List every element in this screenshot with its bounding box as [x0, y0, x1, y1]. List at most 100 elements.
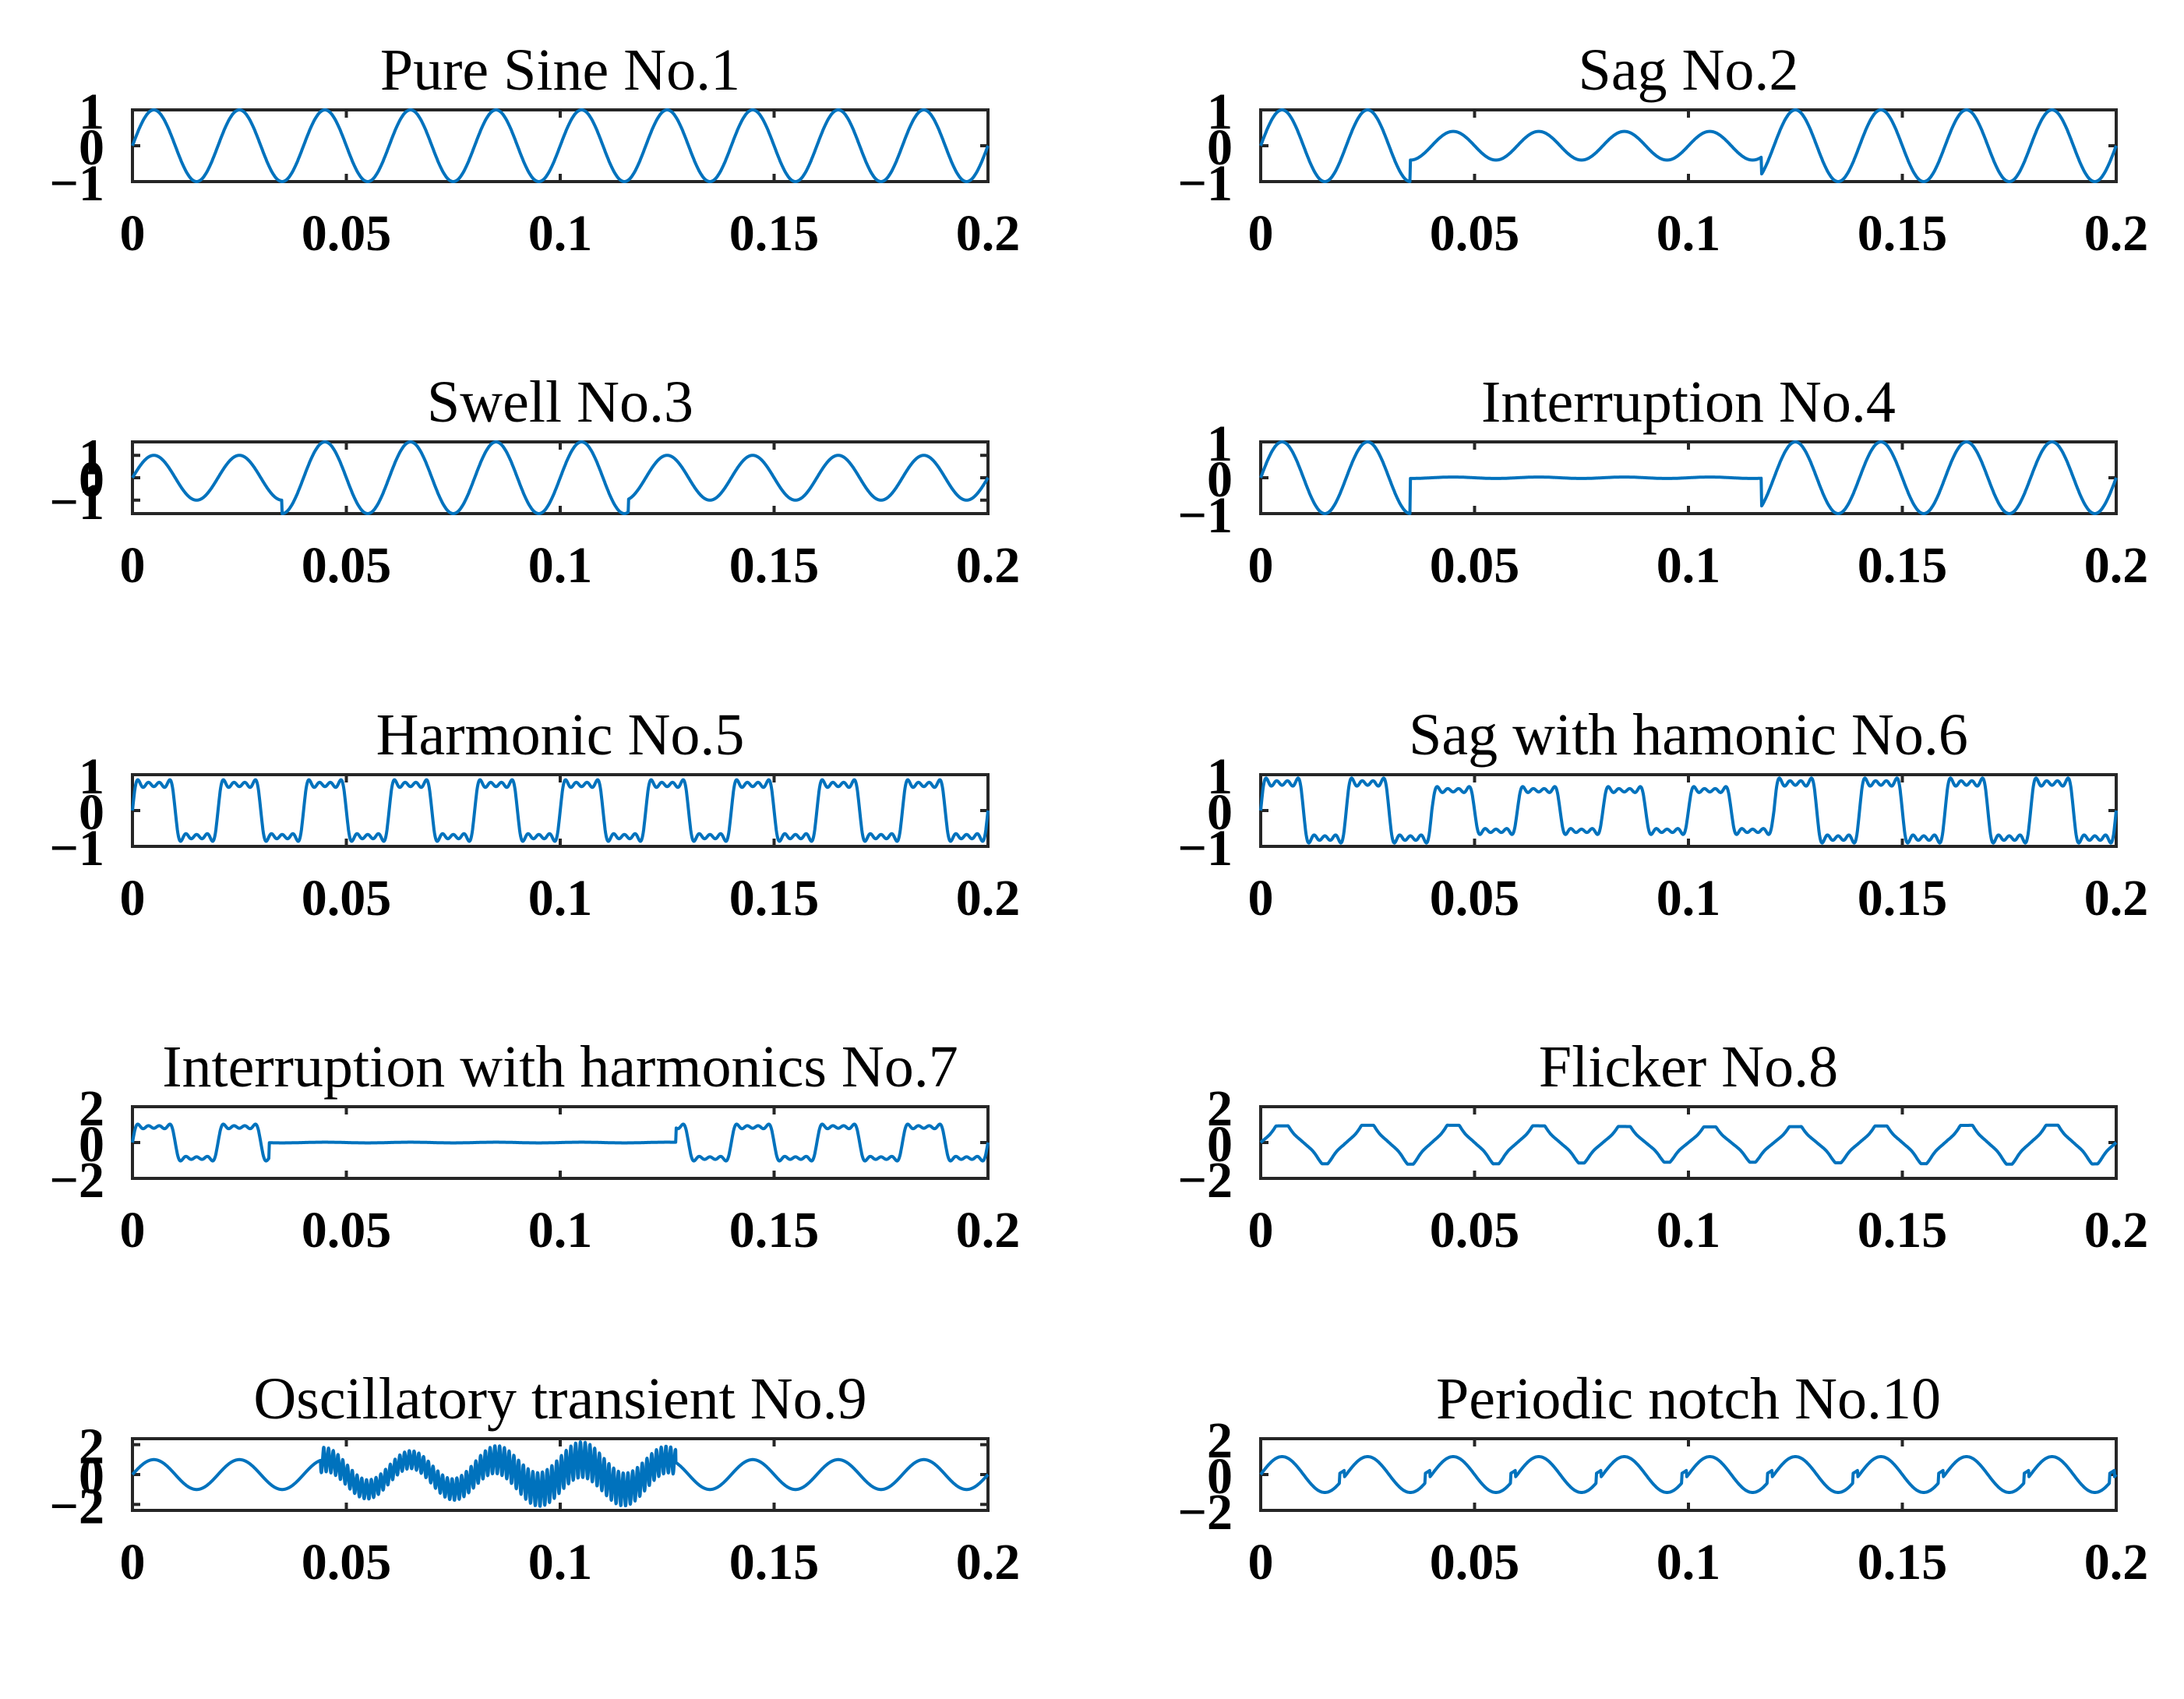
x-tick-label: 0.1 — [528, 870, 593, 927]
x-tick-label: 0.1 — [528, 1534, 593, 1591]
x-tick-label: 0.2 — [2084, 870, 2149, 927]
y-tick-label: 0 — [79, 1448, 104, 1505]
x-tick-label: 0.2 — [956, 870, 1021, 927]
series-line — [131, 108, 990, 183]
subplot-title: Periodic notch No.10 — [1436, 1366, 1941, 1432]
x-tick-label: 0.2 — [2084, 1202, 2149, 1259]
y-tick-label: −2 — [1177, 1484, 1233, 1541]
y-tick-label: 2 — [1207, 1080, 1233, 1137]
y-tick-label: 0 — [79, 451, 104, 508]
x-tick-label: 0.15 — [729, 1534, 820, 1591]
x-tick-label: 0.1 — [1657, 870, 1721, 927]
x-tick-label: 0 — [120, 1534, 146, 1591]
y-tick-label: 1 — [1207, 748, 1233, 805]
series-line — [131, 1440, 990, 1508]
x-tick-label: 0.15 — [729, 870, 820, 927]
y-tick-label: 1 — [1207, 83, 1233, 140]
subplot-3: Swell No.30 0.05 0.1 0.15 0.210−1 — [49, 369, 1020, 594]
series-line — [1259, 1123, 2118, 1166]
x-tick-label: 0.2 — [956, 205, 1021, 262]
y-tick-label: 2 — [79, 1080, 104, 1137]
subplot-title: Oscillatory transient No.9 — [253, 1366, 866, 1432]
x-tick-label: 0.15 — [729, 537, 820, 594]
x-tick-label: 0.05 — [302, 537, 392, 594]
x-tick-label: 0 — [1248, 1534, 1274, 1591]
subplot-4: Interruption No.40 0.05 0.1 0.15 0.210−1 — [1177, 369, 2148, 594]
x-tick-label: 0 — [1248, 1202, 1274, 1259]
y-tick-label: 0 — [1207, 1448, 1233, 1505]
x-tick-label: 0.1 — [1657, 205, 1721, 262]
x-tick-label: 0.1 — [528, 1202, 593, 1259]
x-tick-label: 0.15 — [1858, 537, 1948, 594]
y-tick-label: −1 — [49, 155, 104, 212]
subplot-title: Flicker No.8 — [1539, 1034, 1838, 1100]
x-tick-label: 0.05 — [1430, 205, 1520, 262]
x-tick-label: 0.1 — [528, 205, 593, 262]
series-line — [1259, 108, 2118, 183]
x-tick-label: 0.2 — [956, 1534, 1021, 1591]
subplot-7: Interruption with harmonics No.7 0 0.05 0.1… — [49, 1034, 1020, 1259]
x-tick-label: 0.1 — [1657, 1202, 1721, 1259]
series-line — [131, 778, 990, 843]
x-tick-label: 0.1 — [1657, 537, 1721, 594]
x-tick-label: 0.2 — [2084, 205, 2149, 262]
y-tick-label: 0 — [1207, 451, 1233, 508]
subplot-title: Interruption with harmonics No.7 — [162, 1034, 958, 1100]
x-tick-label: 0 — [1248, 537, 1274, 594]
subplot-6: Sag with hamonic No.60 0.05 0.1 0.15 0.210−1 — [1177, 702, 2148, 927]
x-tick-label: 0 — [120, 1202, 146, 1259]
x-tick-label: 0.05 — [1430, 1202, 1520, 1259]
subplot-title: Sag No.2 — [1579, 37, 1799, 103]
x-tick-label: 0 — [1248, 870, 1274, 927]
x-tick-label: 0.1 — [528, 537, 593, 594]
x-tick-label: 0.2 — [956, 1202, 1021, 1259]
y-tick-label: 2 — [79, 1418, 104, 1475]
subplot-1: Pure Sine No.10 0.05 0.1 0.15 0.210−1 — [49, 37, 1020, 262]
y-tick-label: −1 — [49, 474, 104, 531]
x-tick-label: 0.15 — [1858, 870, 1948, 927]
x-tick-label: 0.05 — [302, 1534, 392, 1591]
x-tick-label: 0 — [120, 205, 146, 262]
y-tick-label: 0 — [79, 119, 104, 176]
y-tick-label: 0 — [79, 1116, 104, 1173]
subplot-9: Oscillatory transient No.9 0 0.05 0.1 0.15 0.… — [49, 1366, 1020, 1591]
subplot-title: Interruption No.4 — [1481, 369, 1896, 435]
subplot-2: Sag No.20 0.05 0.1 0.15 0.210−1 — [1177, 37, 2148, 262]
y-tick-label: 0 — [1207, 1116, 1233, 1173]
y-tick-label: 0 — [79, 784, 104, 841]
x-tick-label: 0 — [1248, 205, 1274, 262]
y-tick-label: −1 — [1177, 155, 1233, 212]
x-tick-label: 0.05 — [302, 205, 392, 262]
y-tick-label: 2 — [1207, 1412, 1233, 1469]
x-tick-label: 0.05 — [1430, 870, 1520, 927]
subplot-10: Periodic notch No.100 0.05 0.1 0.15 0.220−2 — [1177, 1366, 2148, 1591]
subplot-5: Harmonic No.50 0.05 0.1 0.15 0.210−1 — [49, 702, 1020, 927]
x-tick-label: 0.2 — [2084, 1534, 2149, 1591]
series-line — [131, 440, 990, 515]
y-tick-label: −1 — [49, 820, 104, 877]
x-tick-label: 0.15 — [1858, 1202, 1948, 1259]
y-tick-label: 0 — [1207, 119, 1233, 176]
y-tick-label: −2 — [49, 1478, 104, 1535]
y-tick-label: −2 — [49, 1152, 104, 1209]
y-tick-label: 1 — [79, 429, 104, 486]
x-tick-label: 0.15 — [729, 1202, 820, 1259]
x-tick-label: 0.15 — [729, 205, 820, 262]
y-tick-label: −1 — [1177, 487, 1233, 544]
subplot-title: Swell No.3 — [427, 369, 693, 435]
y-tick-label: −1 — [1177, 820, 1233, 877]
x-tick-label: 0.2 — [956, 537, 1021, 594]
x-tick-label: 0.05 — [1430, 537, 1520, 594]
x-tick-label: 0.05 — [1430, 1534, 1520, 1591]
y-tick-label: 1 — [1207, 415, 1233, 472]
subplot-title: Harmonic No.5 — [376, 702, 745, 768]
series-line — [1259, 776, 2118, 845]
series-line — [1259, 1455, 2118, 1494]
x-tick-label: 0.2 — [2084, 537, 2149, 594]
series-line — [131, 1122, 990, 1163]
subplot-8: Flicker No.80 0.05 0.1 0.15 0.220−2 — [1177, 1034, 2148, 1259]
x-tick-label: 0 — [120, 537, 146, 594]
x-tick-label: 0.15 — [1858, 1534, 1948, 1591]
x-tick-label: 0.05 — [302, 870, 392, 927]
